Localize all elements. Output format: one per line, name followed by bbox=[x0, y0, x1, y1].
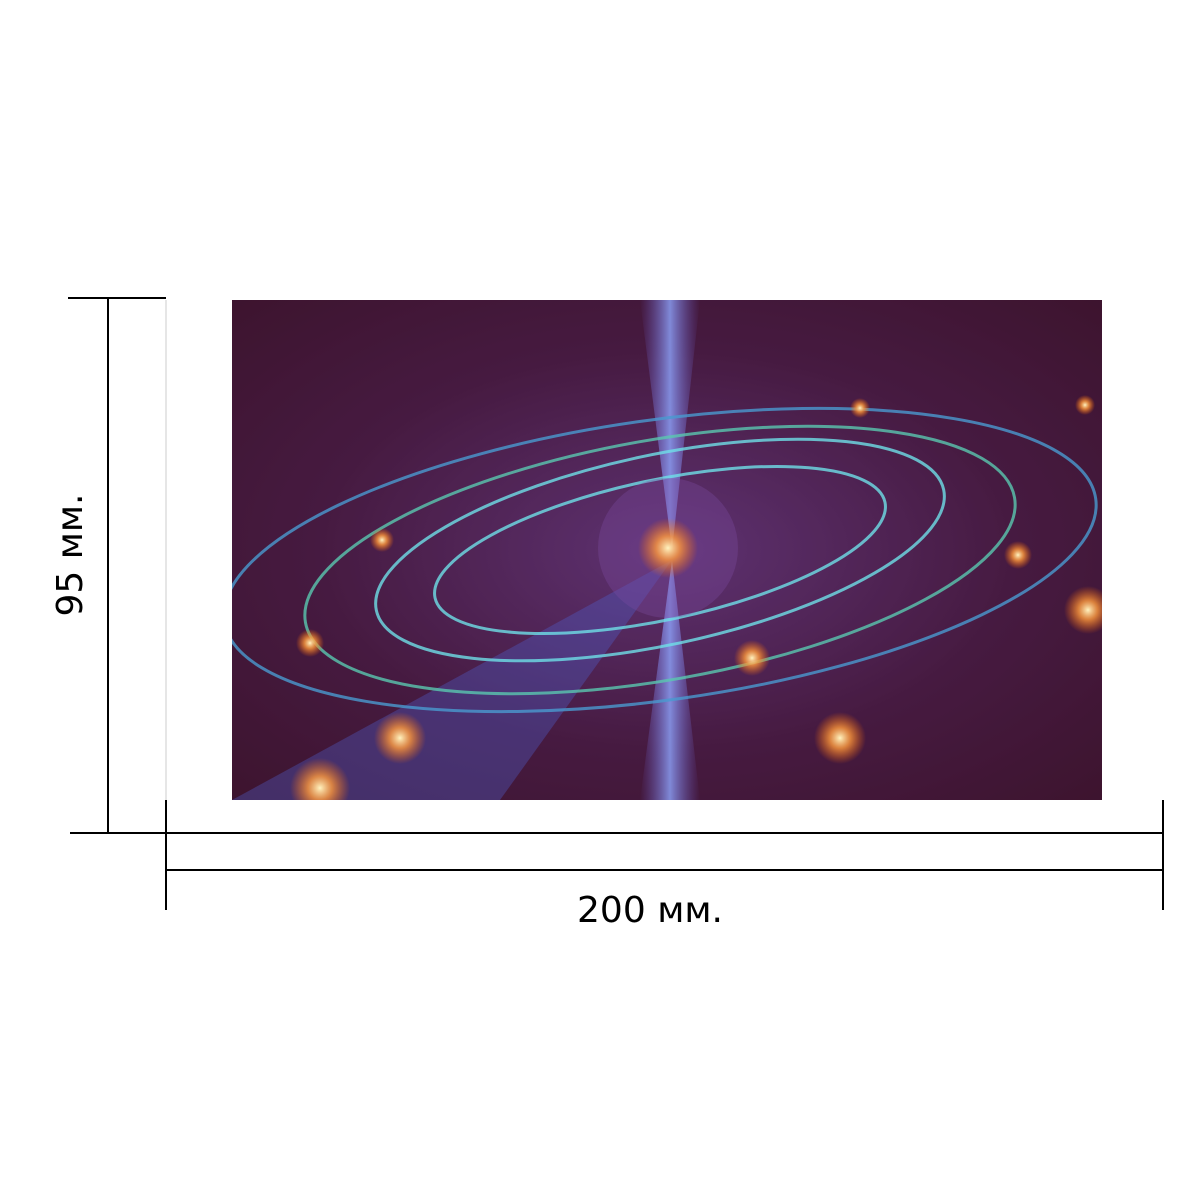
height-dimension: 95 мм. bbox=[50, 297, 167, 834]
width-label: 200 мм. bbox=[577, 890, 723, 931]
height-label: 95 мм. bbox=[50, 493, 91, 616]
width-dimension: 200 мм. bbox=[165, 800, 1164, 931]
product-image bbox=[232, 300, 1102, 800]
